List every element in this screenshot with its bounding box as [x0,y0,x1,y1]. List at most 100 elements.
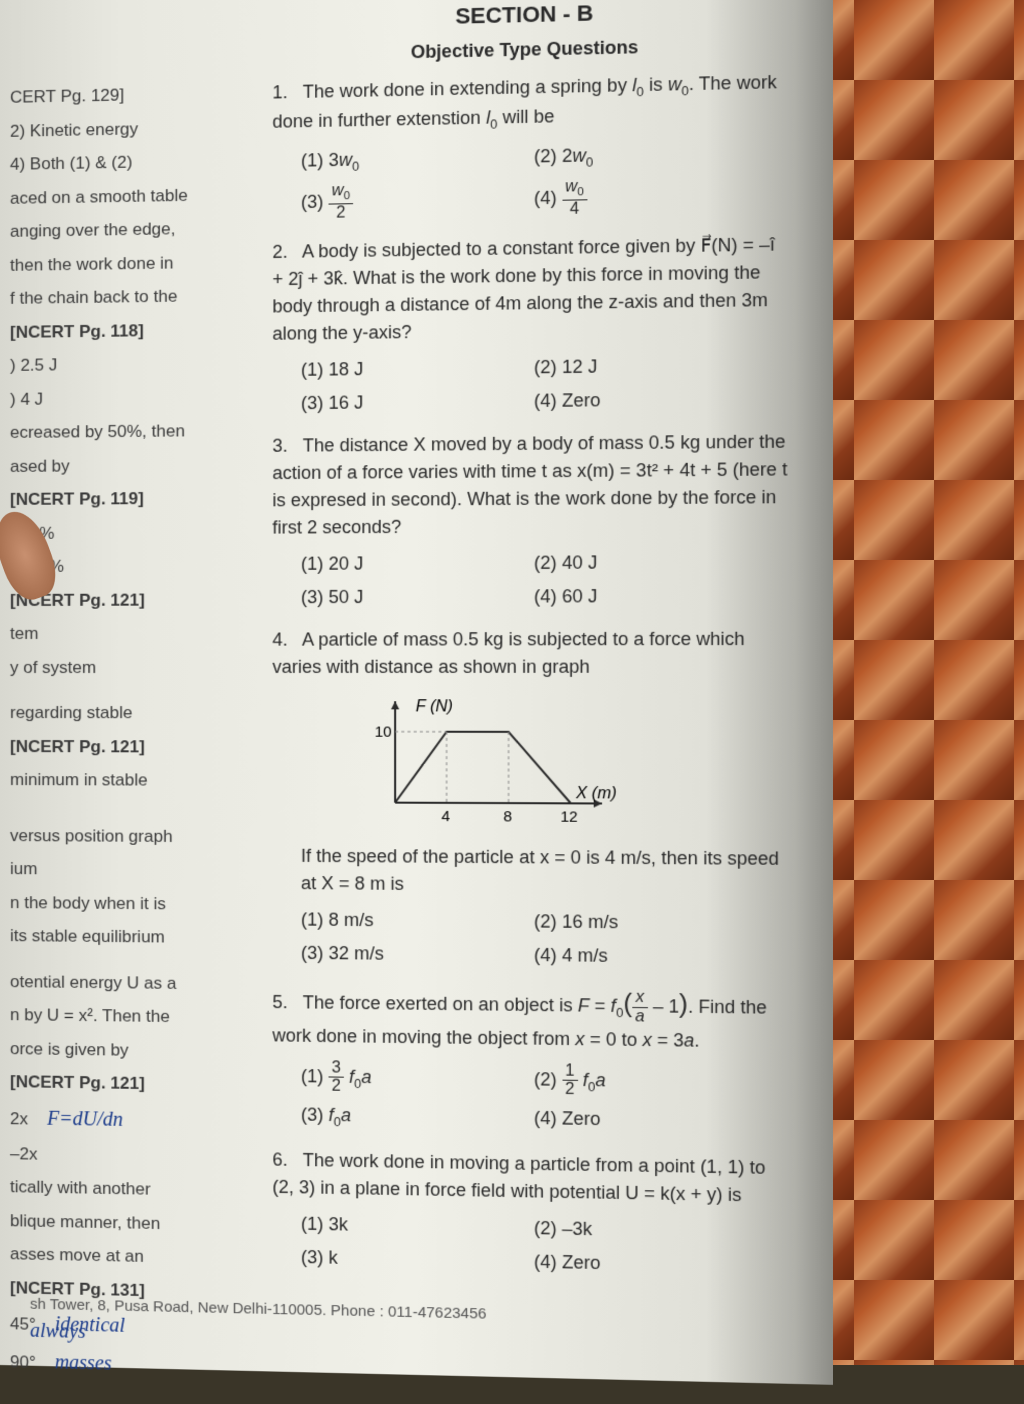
question-6: 6. The work done in moving a particle fr… [272,1146,790,1284]
textbook-page: SECTION - B Objective Type Questions CER… [0,0,833,1385]
x-axis-label: X (m) [575,785,617,803]
left-fragment: n the body when it is [10,890,252,917]
questions-column: 1. The work done in extending a spring b… [272,69,790,1404]
two-column-layout: CERT Pg. 129] 2) Kinetic energy 4) Both … [10,69,791,1404]
option-4: (4) Zero [534,382,771,418]
left-fragment: ium [10,856,252,883]
left-fragment: anging over the edge, [10,215,252,244]
left-fragment: minimum in stable [10,767,252,793]
question-5: 5. The force exerted on an object is F =… [272,982,790,1142]
option-3: (3) 16 J [301,385,534,421]
option-4: (4) w04 [534,172,771,222]
option-3: (3) 32 m/s [301,937,534,973]
option-3: (3) k [301,1240,534,1278]
options-row: (1) 3k (2) –3k (3) k (4) Zero [301,1207,791,1284]
left-fragment: tically with another [10,1174,252,1204]
option-3: (3) 50 J [301,580,534,614]
left-fragment: 90° masses [10,1346,252,1382]
left-fragment: then the work done in [10,249,252,278]
page-footer: sh Tower, 8, Pusa Road, New Delhi-110005… [30,1293,486,1356]
question-text: The work done in extending a spring by l… [272,72,776,132]
question-3: 3. The distance X moved by a body of mas… [272,428,790,614]
left-fragment: ) 2.5 J [10,350,252,378]
option-1: (1) 20 J [301,546,534,580]
left-fragment: y of system [10,654,252,680]
left-fragment: f the chain back to the [10,283,252,312]
left-fragment: ecreased by 50%, then [10,418,252,446]
left-fragment: n by U = x². Then the [10,1002,252,1030]
question-number: 6. [272,1146,297,1174]
question-number: 1. [272,79,297,107]
handwriting-annotation: masses [55,1351,112,1374]
option-1: (1) 8 m/s [301,903,534,938]
left-text: 2x [10,1109,28,1128]
option-4: (4) Zero [534,1245,771,1283]
left-fragment: tem [10,620,252,646]
options-row: (1) 18 J (2) 12 J (3) 16 J (4) Zero [301,348,791,420]
left-text: 90° [10,1352,36,1372]
x-tick-4: 4 [441,808,450,825]
option-1: (1) 32 f0a [301,1055,534,1101]
question-number: 5. [272,989,297,1017]
y-axis-label: F (N) [416,698,453,715]
ncert-ref: [NCERT Pg. 121] [10,1069,252,1098]
left-fragment: otential energy U as a [10,969,252,997]
option-1: (1) 3k [301,1207,534,1245]
left-fragment: 4) Both (1) & (2) [10,147,252,177]
question-text: The work done in moving a particle from … [272,1150,765,1205]
y-tick-10: 10 [375,723,392,740]
x-tick-8: 8 [503,808,512,825]
footer-handwriting: always [30,1320,86,1343]
left-fragment: ased by [10,451,252,478]
option-3: (3) f0a [301,1098,534,1137]
question-number: 3. [272,432,297,459]
options-row: (1) 20 J (2) 40 J (3) 50 J (4) 60 J [301,545,791,614]
question-2: 2. A body is subjected to a constant for… [272,231,790,421]
left-column-fragments: CERT Pg. 129] 2) Kinetic energy 4) Both … [10,80,252,1390]
left-fragment: its stable equilibrium [10,923,252,951]
option-2: (2) 40 J [534,545,771,580]
left-fragment: asses move at an [10,1241,252,1271]
option-2: (2) –3k [534,1211,771,1249]
option-2: (2) 12 f0a [534,1058,771,1105]
option-1: (1) 18 J [301,351,534,387]
question-4: 4. A particle of mass 0.5 kg is subjecte… [272,625,790,974]
option-4: (4) 4 m/s [534,939,771,975]
left-fragment: ) 4 J [10,384,252,412]
x-tick-12: 12 [560,808,577,825]
option-4: (4) Zero [534,1102,771,1142]
left-fragment: CERT Pg. 129] [10,80,252,111]
graph-svg: F (N) X (m) 10 4 8 12 [354,691,623,834]
question-text: The distance X moved by a body of mass 0… [272,431,787,537]
left-fragment: 2x F=dU/dn [10,1103,252,1137]
option-1: (1) 3w0 [301,140,534,180]
ncert-ref: [NCERT Pg. 118] [10,316,252,345]
graph-line [395,732,571,804]
ncert-ref: [NCERT Pg. 121] [10,734,252,760]
handwriting-annotation: F=dU/dn [47,1107,123,1130]
option-2: (2) 2w0 [534,136,771,177]
option-4: (4) 60 J [534,579,771,613]
question-1: 1. The work done in extending a spring b… [272,69,790,227]
option-2: (2) 12 J [534,348,771,384]
left-fragment: versus position graph [10,823,252,850]
left-fragment: blique manner, then [10,1208,252,1238]
option-2: (2) 16 m/s [534,905,771,941]
left-fragment: 2) Kinetic energy [10,114,252,144]
question-number: 4. [272,626,297,653]
options-row: (1) 8 m/s (2) 16 m/s (3) 32 m/s (4) 4 m/… [301,903,791,975]
y-axis-arrow [391,701,399,709]
question-text-continued: If the speed of the particle at x = 0 is… [301,843,791,901]
ncert-ref: [NCERT Pg. 119] [10,485,252,512]
left-fragment: –2x [10,1141,252,1171]
question-number: 2. [272,238,297,266]
left-fragment: aced on a smooth table [10,181,252,211]
options-row: (1) 32 f0a (2) 12 f0a (3) f0a (4) Zero [301,1055,791,1142]
question-text: A body is subjected to a constant force … [272,234,775,344]
option-3: (3) w02 [301,176,534,226]
question-text: The force exerted on an object is F = f0… [272,992,766,1050]
options-row: (1) 3w0 (2) 2w0 (3) w02 (4) w04 [301,135,791,226]
left-fragment: regarding stable [10,700,252,726]
question-text: A particle of mass 0.5 kg is subjected t… [272,629,744,677]
left-fragment: orce is given by [10,1036,252,1065]
